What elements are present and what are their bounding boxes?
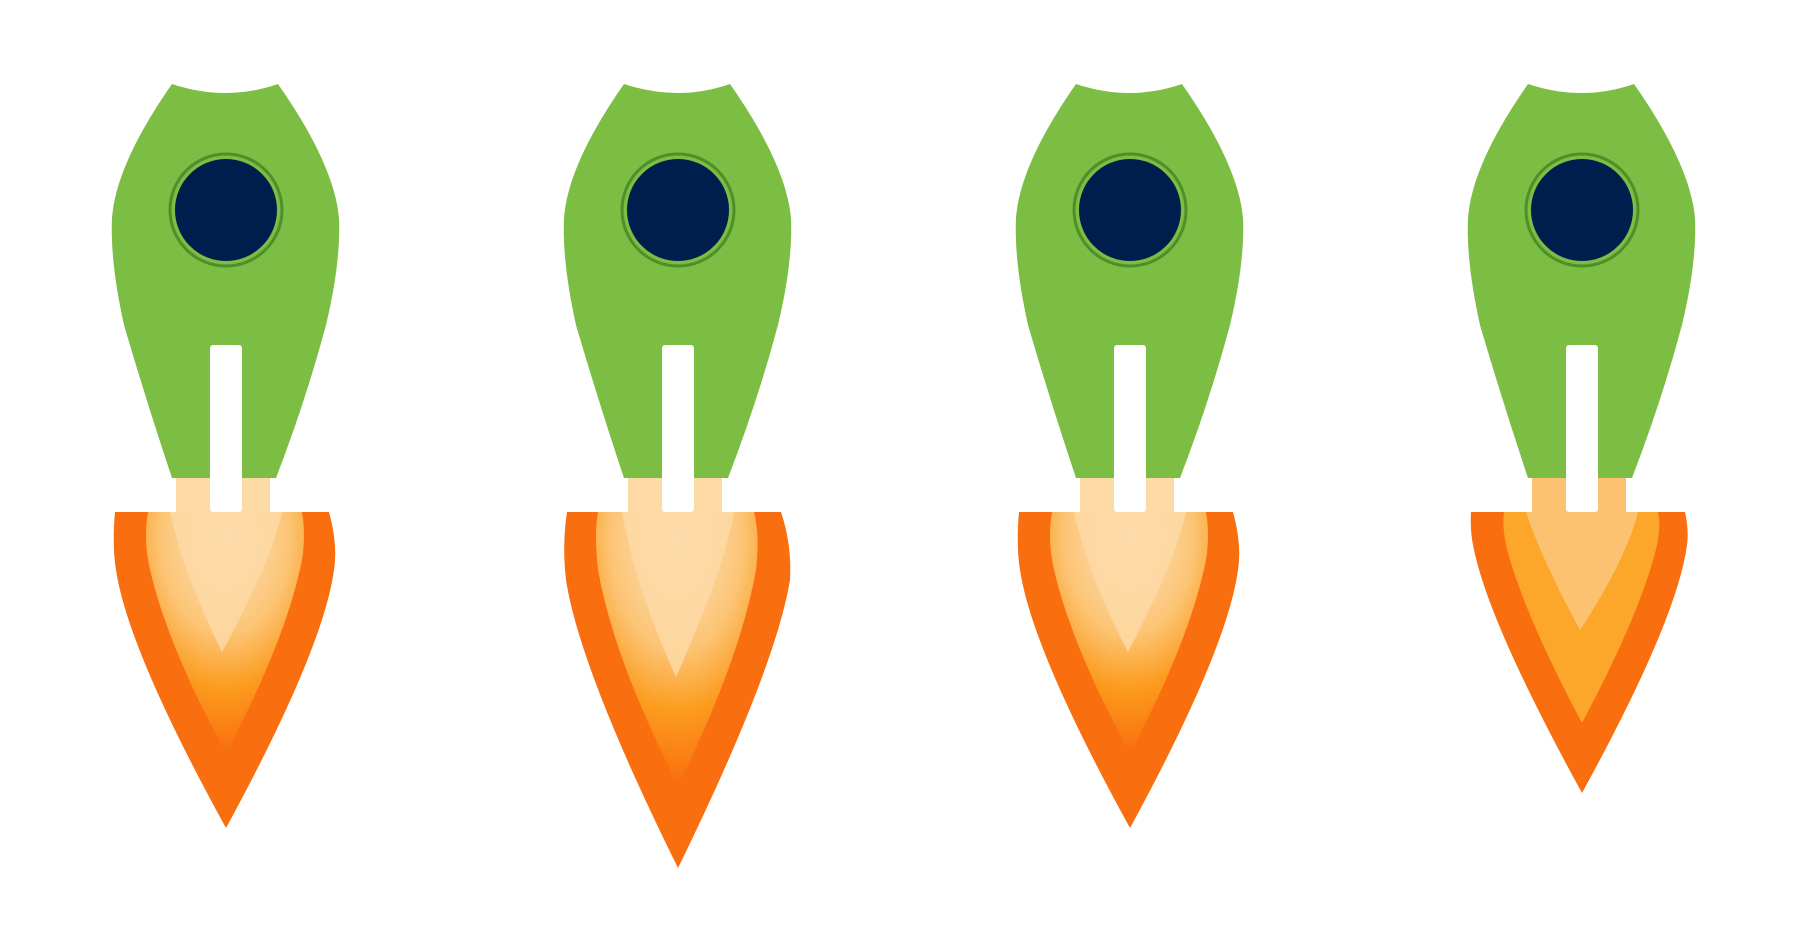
- rocket-body: [563, 84, 792, 478]
- rocket-icon: [111, 84, 340, 828]
- rocket-stripe: [210, 345, 242, 512]
- flame: [113, 478, 336, 828]
- rocket-4: [1432, 0, 1732, 950]
- rocket-stripe: [662, 345, 694, 512]
- rocket-3: [980, 0, 1280, 950]
- rocket-icon: [1015, 84, 1244, 828]
- porthole: [1072, 152, 1188, 268]
- rocket-stripe: [1566, 345, 1598, 512]
- flame: [1470, 478, 1688, 793]
- rocket-icon: [1467, 84, 1696, 793]
- porthole: [620, 152, 736, 268]
- rocket-body: [1015, 84, 1244, 478]
- flame: [564, 478, 791, 868]
- rocket-body: [1467, 84, 1696, 478]
- rocket-icon: [563, 84, 792, 868]
- rocket-body: [111, 84, 340, 478]
- porthole: [1524, 152, 1640, 268]
- flame: [1017, 478, 1240, 828]
- rocket-2: [528, 0, 828, 950]
- rocket-stripe: [1114, 345, 1146, 512]
- porthole: [168, 152, 284, 268]
- rocket-1: [76, 0, 376, 950]
